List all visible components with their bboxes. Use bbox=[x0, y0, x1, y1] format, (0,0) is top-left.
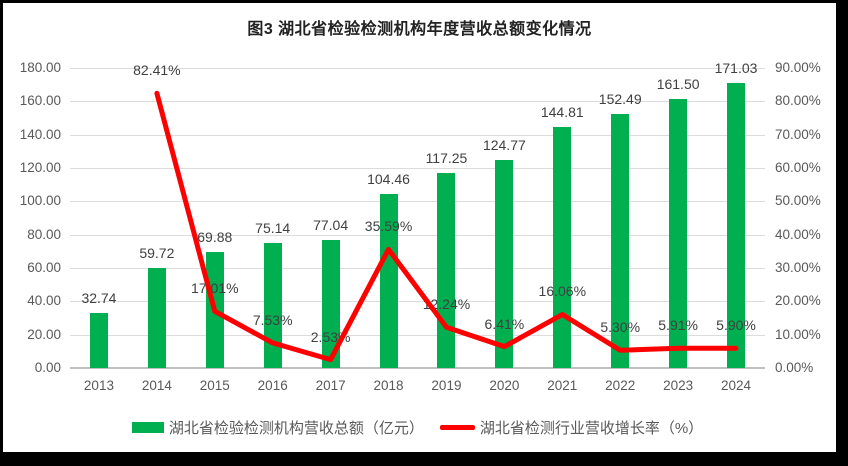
growth-rate-line bbox=[154, 90, 739, 363]
gridline bbox=[70, 168, 765, 169]
gridline bbox=[70, 101, 765, 103]
x-axis-label: 2018 bbox=[373, 378, 404, 393]
gridline bbox=[70, 334, 765, 336]
bar-series-label: 湖北省检验检测机构营收总额（亿元） bbox=[168, 419, 424, 437]
bar-2017 bbox=[321, 239, 340, 368]
gridline bbox=[70, 301, 765, 303]
left-axis-tick: 20.00 bbox=[27, 326, 61, 342]
left-axis-tick: 0.00 bbox=[34, 360, 61, 375]
right-axis-tick: 10.00% bbox=[775, 326, 821, 342]
x-axis-label: 2022 bbox=[605, 378, 636, 393]
bar-value-label: 59.72 bbox=[139, 245, 175, 262]
bar-2024 bbox=[727, 82, 746, 368]
line-point-label: 7.53% bbox=[252, 311, 293, 328]
right-axis-tick: 50.00% bbox=[775, 193, 821, 209]
bar-value-label: 124.77 bbox=[482, 137, 526, 154]
bar-2021 bbox=[553, 126, 572, 368]
left-axis-tick: 40.00 bbox=[27, 293, 61, 309]
left-axis-tick: 180.00 bbox=[19, 60, 61, 75]
bar-2018 bbox=[379, 193, 398, 368]
right-axis-tick: 20.00% bbox=[775, 293, 821, 309]
gridline bbox=[70, 68, 765, 69]
bar-2020 bbox=[495, 160, 514, 368]
line-point-label: 5.91% bbox=[658, 317, 698, 334]
x-axis-label: 2023 bbox=[663, 378, 694, 393]
right-axis-tick: 40.00% bbox=[775, 226, 821, 242]
legend-item-growth-rate: 湖北省检测行业营收增长率（%） bbox=[439, 417, 704, 438]
line-point-label: 82.41% bbox=[133, 62, 181, 79]
left-axis-tick: 140.00 bbox=[19, 126, 61, 142]
gridline bbox=[70, 134, 765, 136]
x-axis-label: 2019 bbox=[431, 378, 462, 393]
legend-item-revenue: 湖北省检验检测机构营收总额（亿元） bbox=[131, 417, 424, 438]
bar-value-label: 171.03 bbox=[714, 59, 758, 76]
bar-value-label: 161.50 bbox=[656, 75, 700, 92]
bar-series-swatch-icon bbox=[131, 421, 164, 433]
right-axis: 0.00% 10.00% 20.00% 30.00% 40.00% 50.00% 60.00… bbox=[775, 61, 835, 375]
bar-value-label: 69.88 bbox=[197, 228, 233, 245]
x-axis-label: 2017 bbox=[315, 378, 346, 393]
bar-value-label: 117.25 bbox=[425, 149, 468, 166]
line-series-swatch-icon bbox=[439, 424, 475, 430]
left-axis: 0.00 20.00 40.00 60.00 80.00 100.00 120.00 140.… bbox=[3, 61, 61, 375]
line-point-label: 5.90% bbox=[716, 317, 756, 334]
line-point-label: 17.01% bbox=[191, 280, 239, 297]
x-axis-label: 2016 bbox=[257, 378, 288, 393]
right-axis-tick: 80.00% bbox=[775, 93, 821, 109]
chart-title: 图3 湖北省检验检测机构年度营收总额变化情况 bbox=[247, 21, 592, 38]
bar-value-label: 32.74 bbox=[81, 290, 117, 307]
bar-value-label: 152.49 bbox=[598, 90, 642, 107]
left-axis-tick: 60.00 bbox=[27, 260, 61, 275]
line-point-label: 35.59% bbox=[364, 218, 413, 235]
bar-value-label: 144.81 bbox=[540, 103, 584, 120]
bar-2014 bbox=[147, 268, 166, 368]
right-axis-tick: 70.00% bbox=[775, 126, 821, 142]
bar-value-label: 104.46 bbox=[367, 170, 410, 187]
bar-2016 bbox=[263, 242, 282, 368]
left-axis-tick: 120.00 bbox=[19, 160, 61, 175]
legend: 湖北省检验检测机构营收总额（亿元） 湖北省检测行业营收增长率（%） bbox=[70, 415, 765, 439]
x-axis-label: 2021 bbox=[547, 378, 578, 393]
x-axis-label: 2020 bbox=[489, 378, 520, 393]
gridline bbox=[70, 201, 765, 203]
gridline bbox=[70, 268, 765, 269]
right-axis-tick: 0.00% bbox=[775, 360, 814, 375]
left-axis-tick: 80.00 bbox=[27, 226, 61, 242]
x-axis-label: 2013 bbox=[83, 378, 114, 393]
left-axis-tick: 160.00 bbox=[19, 93, 61, 109]
bar-2023 bbox=[669, 98, 688, 368]
right-axis-tick: 30.00% bbox=[775, 260, 821, 275]
line-point-label: 6.41% bbox=[484, 315, 525, 332]
left-axis-tick: 100.00 bbox=[19, 193, 61, 209]
x-axis-line bbox=[70, 367, 765, 369]
x-axis: 2013 2014 2015 2016 2017 2018 2019 2020 2021 2022… bbox=[70, 379, 765, 395]
gridline bbox=[70, 234, 765, 236]
bar-2022 bbox=[611, 113, 630, 368]
bar-value-label: 75.14 bbox=[255, 219, 291, 236]
x-axis-label: 2024 bbox=[721, 378, 752, 393]
bar-value-label: 77.04 bbox=[313, 216, 349, 233]
line-series-label: 湖北省检测行业营收增长率（%） bbox=[479, 419, 704, 437]
line-point-label: 16.06% bbox=[538, 283, 587, 300]
x-axis-label: 2014 bbox=[141, 378, 172, 393]
line-point-label: 5.30% bbox=[600, 319, 641, 336]
x-axis-label: 2015 bbox=[199, 378, 230, 393]
right-axis-tick: 90.00% bbox=[775, 60, 821, 75]
right-axis-tick: 60.00% bbox=[775, 160, 821, 175]
bar-2013 bbox=[89, 313, 108, 368]
plot-area: 32.74 59.72 69.88 75.14 77.04 104.46 117.25 124… bbox=[70, 60, 765, 369]
